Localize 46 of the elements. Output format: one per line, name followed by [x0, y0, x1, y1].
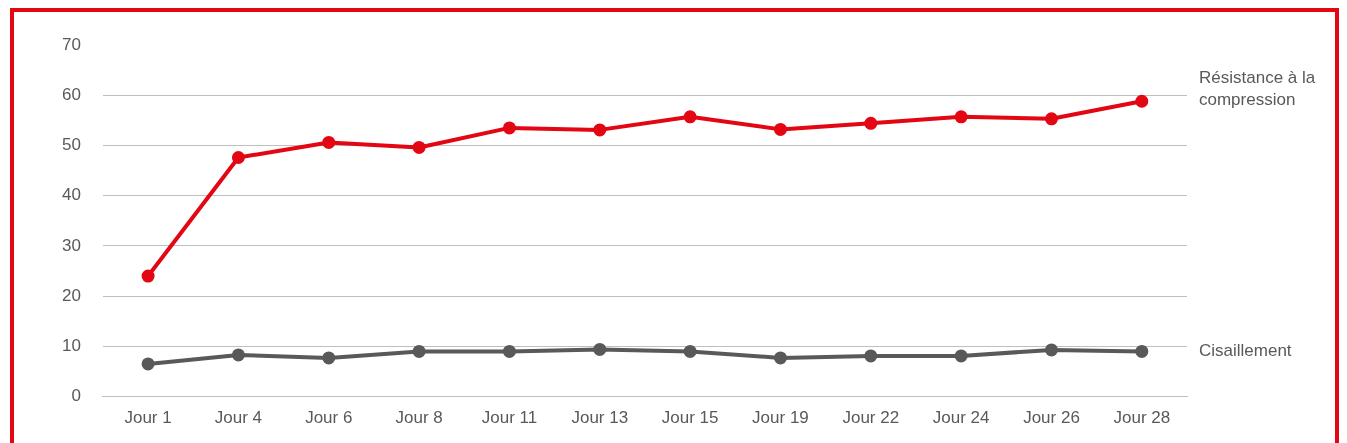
y-tick-label: 70 [61, 34, 81, 54]
x-tick-label: Jour 28 [1113, 408, 1171, 428]
point [322, 135, 336, 149]
point [502, 344, 516, 358]
y-tick-label: 40 [61, 185, 81, 205]
point [1044, 112, 1058, 126]
point [412, 140, 426, 154]
x-tick-label: Jour 8 [395, 408, 443, 428]
point [231, 151, 245, 165]
y-tick-label: 20 [61, 285, 81, 305]
y-tick-label: 30 [61, 235, 81, 255]
point [141, 357, 155, 371]
point [412, 344, 426, 358]
point [954, 110, 968, 124]
point [864, 349, 878, 363]
y-tick-label: 10 [61, 336, 81, 356]
point [593, 123, 607, 137]
x-tick-label: Jour 1 [124, 408, 172, 428]
y-tick-label: 60 [61, 84, 81, 104]
x-tick-label: Jour 26 [1023, 408, 1080, 428]
point [593, 342, 607, 356]
point [141, 269, 155, 283]
x-tick-label: Jour 6 [305, 408, 353, 428]
x-tick-label: Jour 22 [842, 408, 900, 428]
text: Résistance à la compression [1199, 67, 1316, 109]
point [231, 348, 245, 362]
x-tick-label: Jour 13 [571, 408, 629, 428]
point [1135, 94, 1149, 108]
x-tick-label: Jour 4 [214, 408, 263, 428]
point [1135, 344, 1149, 358]
text: Cisaillement [1199, 341, 1292, 361]
y-tick-label: 50 [61, 135, 81, 155]
x-tick-label: Jour 24 [932, 408, 990, 428]
point [1044, 343, 1058, 357]
x-tick-label: Jour 11 [481, 408, 538, 428]
y-tick-label: 0 [71, 386, 81, 406]
point [773, 351, 787, 365]
point [773, 122, 787, 136]
point [683, 110, 697, 124]
point [683, 344, 697, 358]
x-tick-label: Jour 19 [752, 408, 809, 428]
point [864, 116, 878, 130]
point [322, 351, 336, 365]
point [954, 349, 968, 363]
x-tick-label: Jour 15 [661, 408, 719, 428]
point [502, 121, 516, 135]
